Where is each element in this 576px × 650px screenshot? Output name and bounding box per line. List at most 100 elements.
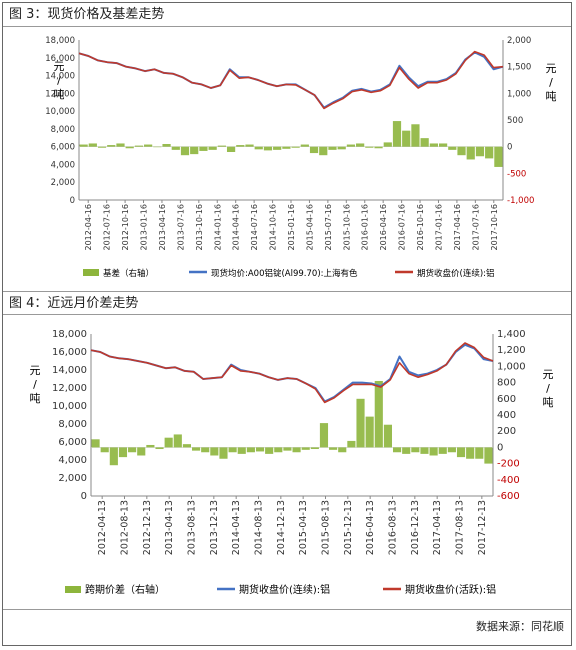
- legend-label: 现货均价:A00铝锭(Al99.70):上海有色: [211, 268, 358, 279]
- figure3-caption: 图 3：现货价格及基差走势: [3, 3, 571, 27]
- spread-bar: [245, 144, 254, 147]
- x-tick-label: 2017-07-16: [471, 204, 480, 251]
- x-tick-label: 2014-10-16: [269, 204, 278, 251]
- x-tick-label: 2017-01-16: [434, 204, 443, 251]
- spread-bar: [192, 447, 201, 451]
- spread-bar: [282, 146, 291, 149]
- spread-bar: [217, 145, 226, 147]
- y-left-tick-label: 12,000: [45, 89, 75, 99]
- spread-bar: [263, 146, 273, 151]
- spread-bar: [171, 146, 180, 150]
- x-tick-label: 2017-04-13: [432, 500, 443, 555]
- left-unit-label: /: [33, 378, 37, 391]
- spread-bar: [484, 447, 493, 464]
- x-tick-label: 2016-04-16: [379, 204, 388, 251]
- x-tick-label: 2016-07-16: [398, 204, 407, 251]
- y-right-tick-label: 800: [497, 378, 516, 389]
- spread-bar: [79, 144, 88, 147]
- x-tick-label: 2014-12-13: [276, 500, 287, 555]
- spread-bar: [383, 142, 392, 147]
- x-tick-label: 2016-01-16: [361, 204, 370, 251]
- spread-bar: [182, 444, 191, 448]
- spread-bar: [457, 146, 466, 156]
- price-line: [90, 342, 494, 404]
- y-left-tick-label: 14,000: [52, 365, 87, 376]
- y-right-tick-label: 600: [497, 394, 516, 405]
- spread-bar: [91, 439, 100, 448]
- spread-bar: [319, 423, 329, 448]
- y-right-tick-label: -500: [507, 169, 526, 179]
- spread-bar: [374, 146, 383, 149]
- x-tick-label: 2012-10-16: [121, 204, 130, 251]
- spread-bar: [356, 143, 365, 147]
- y-left-tick-label: 18,000: [52, 329, 87, 340]
- price-line: [78, 50, 504, 110]
- spread-bar: [475, 146, 485, 157]
- spread-bar: [128, 447, 137, 453]
- spread-bar: [329, 447, 338, 450]
- spread-bar: [274, 447, 283, 453]
- y-right-tick-label: 0: [497, 442, 503, 453]
- spread-bar: [164, 437, 173, 448]
- spread-bar: [228, 447, 237, 453]
- y-right-tick-label: 500: [507, 116, 523, 126]
- spread-bar: [237, 447, 246, 454]
- spread-bar: [116, 143, 125, 147]
- x-tick-label: 2017-10-16: [490, 204, 499, 251]
- spread-bar: [392, 121, 402, 147]
- x-tick-label: 2013-04-13: [164, 500, 175, 555]
- x-tick-label: 2012-04-16: [84, 204, 93, 251]
- spread-bar: [485, 146, 494, 159]
- y-left-tick-label: 6,000: [51, 143, 75, 153]
- spread-bar: [393, 447, 402, 453]
- legend-label: 期货收盘价(连续):铝: [417, 268, 495, 279]
- spread-bar: [456, 447, 466, 458]
- spread-bar: [208, 146, 217, 150]
- x-tick-label: 2015-07-16: [324, 204, 333, 251]
- spread-bar: [88, 143, 97, 147]
- x-tick-label: 2015-04-16: [305, 204, 314, 251]
- spread-bar: [447, 447, 456, 453]
- spread-bar: [347, 440, 356, 448]
- x-tick-label: 2015-10-16: [342, 204, 351, 251]
- x-tick-label: 2016-12-13: [410, 500, 421, 555]
- spread-bar: [494, 146, 503, 167]
- y-right-tick-label: 1,000: [507, 89, 531, 99]
- spread-bar: [109, 447, 118, 466]
- x-tick-label: 2012-08-13: [120, 500, 131, 555]
- spread-bar: [475, 447, 484, 459]
- spread-bar: [273, 146, 282, 150]
- y-right-tick-label: 2,000: [507, 36, 531, 46]
- y-right-tick-label: 1,500: [507, 63, 531, 73]
- spread-bar: [125, 146, 134, 149]
- spread-bar: [411, 447, 420, 453]
- x-tick-label: 2014-01-16: [213, 204, 222, 251]
- spread-bar: [199, 146, 208, 151]
- y-left-tick-label: 6,000: [58, 437, 87, 448]
- source-separator: [3, 609, 571, 610]
- spread-bar: [328, 146, 337, 150]
- y-left-tick-label: 10,000: [45, 107, 75, 117]
- left-unit-label: 元: [54, 60, 65, 73]
- y-left-tick-label: 18,000: [45, 36, 75, 46]
- spread-bar: [438, 447, 447, 454]
- left-unit-label: 吨: [30, 392, 41, 405]
- spread-bar: [383, 424, 392, 448]
- spread-bar: [155, 447, 164, 450]
- spread-bar: [300, 144, 309, 147]
- spread-bar: [246, 447, 255, 453]
- legend-label: 期货收盘价(活跃):铝: [405, 583, 496, 596]
- y-left-tick-label: 16,000: [52, 347, 87, 358]
- x-tick-label: 2016-08-13: [388, 500, 399, 555]
- chart-calendar-spread: 0 2,000 4,000 6,000 8,000 10,000 12,000 14,000 1…: [30, 329, 554, 596]
- legend-label: 基差（右轴）: [103, 268, 154, 279]
- x-tick-label: 2015-01-16: [287, 204, 296, 251]
- spread-bar: [402, 130, 411, 147]
- spread-bar: [319, 146, 328, 156]
- x-tick-label: 2013-12-13: [209, 500, 220, 555]
- spread-bar: [356, 398, 365, 448]
- y-right-tick-label: -400: [497, 475, 520, 486]
- x-tick-label: 2014-04-16: [232, 204, 241, 251]
- spread-bar: [134, 145, 144, 147]
